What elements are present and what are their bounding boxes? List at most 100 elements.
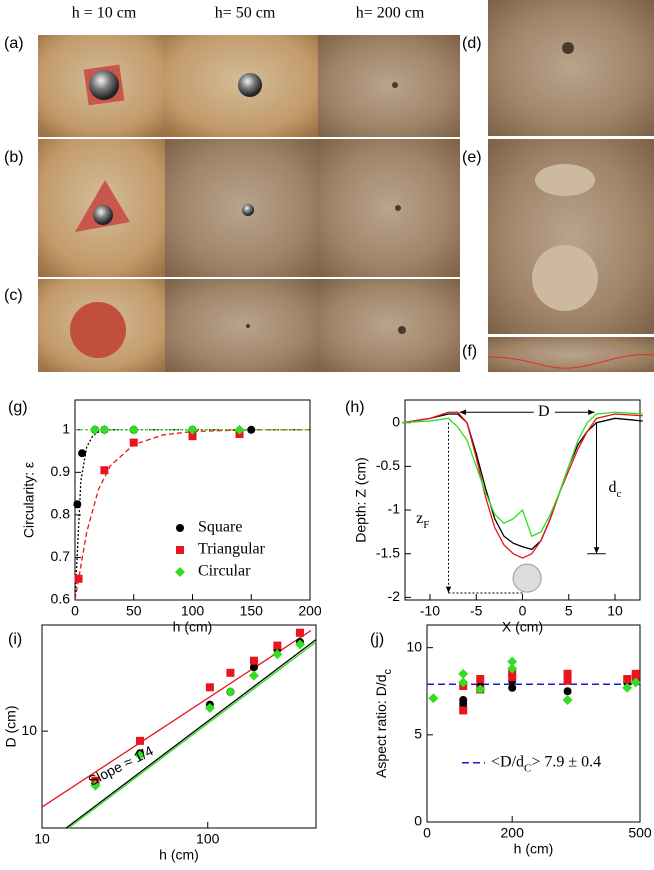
panel-label: (h) <box>345 399 365 416</box>
x-tick-label: 10 <box>607 603 623 619</box>
marker <box>90 425 100 435</box>
marker <box>75 575 83 583</box>
x-tick-label: -5 <box>470 603 483 619</box>
y-tick-label: 10 <box>21 722 37 738</box>
marker <box>508 684 516 692</box>
crater <box>398 326 406 334</box>
x-axis-label: X (cm) <box>502 619 543 635</box>
x-tick-label: 5 <box>565 603 573 619</box>
marker <box>459 706 467 714</box>
column-label: h = 10 cm <box>72 5 137 22</box>
panel-label: (f) <box>462 343 477 360</box>
x-tick-label: 100 <box>196 831 220 847</box>
x-tick-label: 0 <box>519 603 527 619</box>
annotation-text: Slope ≈ 1/4 <box>85 742 155 788</box>
annotation-text: d <box>609 479 617 496</box>
panel-label: (c) <box>4 287 23 304</box>
page: { "photos": { "column_labels": ["h = 10 … <box>0 0 654 870</box>
y-axis-label: D (cm) <box>3 706 19 748</box>
y-tick-label: -0.5 <box>376 457 400 473</box>
fit-line <box>69 642 316 828</box>
x-tick-label: 10 <box>34 831 50 847</box>
y-tick-label: 0.9 <box>51 463 71 479</box>
y-axis-label-text: Aspect ratio: D/d <box>373 675 389 779</box>
arrow-head <box>594 547 599 553</box>
annotation-text: D <box>538 403 550 420</box>
y-tick-label: 5 <box>414 726 422 742</box>
marker <box>458 669 468 679</box>
marker <box>249 671 259 681</box>
marker <box>225 687 235 697</box>
panel-label: (d) <box>462 35 482 52</box>
x-axis-label: h (cm) <box>159 847 199 863</box>
photo <box>488 337 654 372</box>
x-axis-label: h (cm) <box>173 619 213 635</box>
marker <box>175 567 185 577</box>
photo <box>318 35 460 137</box>
y-axis-label-sub: c <box>382 669 394 675</box>
crater <box>532 245 598 311</box>
annotation: <D/dC> 7.9 ± 0.4 <box>491 753 601 774</box>
legend-label: Circular <box>198 563 251 580</box>
y-tick-label: 0.8 <box>51 506 71 522</box>
panel-label: (a) <box>4 35 24 52</box>
marker <box>99 425 109 435</box>
marker <box>563 695 573 705</box>
y-tick-label: 10 <box>406 638 422 654</box>
x-tick-label: 0 <box>423 825 431 841</box>
legend-label: Triangular <box>198 541 266 558</box>
column-label: h= 200 cm <box>356 5 425 22</box>
figure: h = 10 cm h= 50 cm h= 200 cm (a) (b) (c)… <box>0 0 654 870</box>
crater <box>392 82 398 88</box>
panel-label: (i) <box>8 631 22 648</box>
marker <box>273 642 281 650</box>
marker <box>129 425 139 435</box>
fit-line <box>75 430 310 600</box>
y-tick-label: -1 <box>388 501 401 517</box>
crater <box>395 205 401 211</box>
annotation-text: z <box>416 509 423 526</box>
marker <box>136 737 144 745</box>
annotation-sub: c <box>617 488 622 500</box>
arrow-head <box>460 410 466 415</box>
x-tick-label: 200 <box>298 603 322 619</box>
y-tick-label: 1 <box>62 420 70 436</box>
panel-label: (g) <box>8 399 28 416</box>
sphere <box>238 73 262 97</box>
marker <box>78 449 86 457</box>
annotation: dc <box>609 479 622 500</box>
panel-label: (b) <box>4 149 24 166</box>
y-axis-label: Aspect ratio: D/dc <box>373 669 394 779</box>
y-tick-label: -2 <box>388 588 401 604</box>
intruder <box>513 564 541 592</box>
marker <box>428 693 438 703</box>
crater <box>562 42 574 54</box>
arrow-head <box>446 587 451 593</box>
marker <box>296 629 304 637</box>
marker <box>206 683 214 691</box>
marker <box>176 546 184 554</box>
marker <box>176 524 184 532</box>
x-tick-label: 200 <box>501 825 525 841</box>
annotation-text: <D/d <box>491 753 524 770</box>
fit-line <box>66 640 316 828</box>
marker <box>130 439 138 447</box>
legend-label: Square <box>198 519 242 536</box>
x-tick-label: 100 <box>181 603 205 619</box>
photo <box>318 139 460 277</box>
y-tick-label: 0 <box>392 413 400 429</box>
y-axis-label: Circularity: ε <box>21 462 37 538</box>
x-tick-label: 150 <box>240 603 264 619</box>
marker <box>623 675 631 683</box>
sphere <box>93 205 113 225</box>
y-tick-label: -1.5 <box>376 544 400 560</box>
crater <box>246 324 250 328</box>
marker <box>564 687 572 695</box>
photo <box>488 0 654 136</box>
x-tick-label: 500 <box>628 825 652 841</box>
annotation-sub: C <box>524 762 531 774</box>
photo <box>165 139 318 277</box>
marker <box>250 657 258 665</box>
y-tick-label: 0.7 <box>51 548 71 564</box>
crater <box>535 164 595 196</box>
